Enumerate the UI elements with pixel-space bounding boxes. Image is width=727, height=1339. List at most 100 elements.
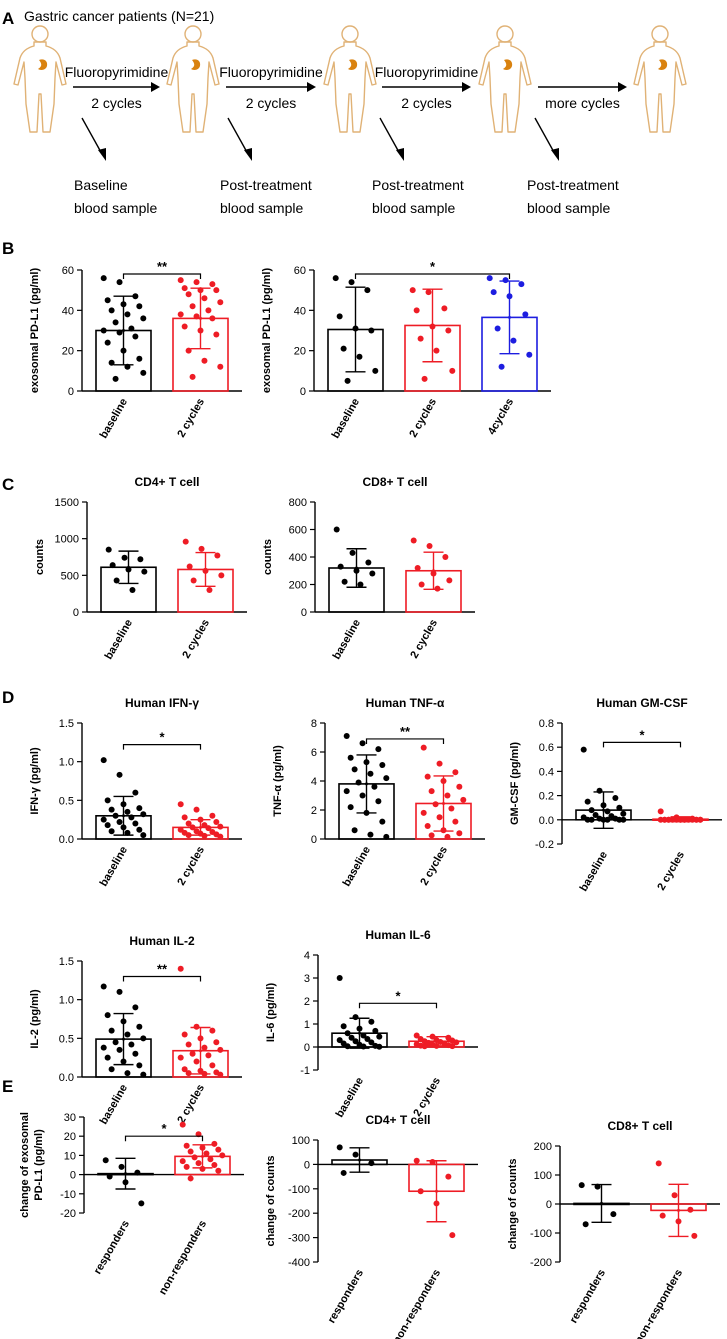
data-point	[129, 587, 136, 593]
panel-letter-b: B	[2, 239, 14, 258]
data-point	[429, 1158, 436, 1165]
human-figure-2	[166, 25, 220, 133]
data-point	[336, 975, 343, 981]
y-tick-label: -200	[530, 1257, 552, 1269]
data-point	[582, 1221, 589, 1228]
data-point	[104, 297, 111, 304]
treatment-arrowhead	[462, 82, 471, 92]
y-axis-label: change of counts	[265, 1155, 277, 1246]
panel-a-schematic: Gastric cancer patients (N=21) Fluoropyr…	[13, 8, 687, 216]
data-point	[421, 1043, 428, 1050]
data-point	[336, 1037, 343, 1044]
data-point	[100, 327, 107, 334]
data-point	[182, 538, 189, 545]
data-point	[445, 327, 452, 334]
data-point	[610, 1211, 617, 1218]
y-tick-label: 10	[64, 1150, 76, 1162]
sample-label-line1: Baseline	[74, 177, 128, 193]
data-point	[189, 1050, 196, 1057]
data-point	[584, 798, 591, 805]
figure-head	[341, 25, 359, 43]
x-tick-label: responders	[92, 1219, 132, 1277]
chart-c1: CD4+ T cell 0 500 1000 1500 counts baseline 2 c…	[34, 475, 247, 662]
data-point	[191, 1154, 198, 1161]
data-point	[201, 832, 208, 839]
data-point	[375, 798, 382, 805]
x-tick-label: 2 cycles	[407, 397, 439, 440]
x-tick-label: non-responders	[391, 1268, 443, 1339]
mean-marker	[358, 1031, 361, 1035]
data-point	[118, 1163, 125, 1170]
data-point	[424, 822, 431, 829]
data-point	[181, 814, 188, 821]
mean-marker	[122, 1037, 125, 1041]
x-tick-label: 2 cycles	[175, 845, 207, 888]
data-point	[367, 831, 374, 838]
y-axis-label: counts	[262, 539, 274, 575]
mean-marker	[199, 316, 202, 320]
data-point	[428, 832, 435, 839]
y-axis-label: IFN-γ (pg/ml)	[29, 747, 41, 815]
mean-marker	[354, 327, 357, 331]
data-point	[108, 828, 115, 835]
x-tick-label: baseline	[98, 1083, 130, 1127]
data-point	[452, 769, 459, 776]
data-point	[116, 818, 123, 825]
significance-label: **	[157, 259, 168, 274]
y-tick-label: 60	[294, 265, 306, 277]
y-tick-label: 40	[294, 305, 306, 317]
data-point	[185, 347, 192, 354]
sample-label-line1: Post-treatment	[372, 177, 464, 193]
y-tick-label: 100	[534, 1170, 552, 1182]
data-point	[201, 357, 208, 364]
data-point	[494, 325, 501, 332]
chart-title: Human IL-2	[129, 934, 195, 948]
y-tick-label: 0.0	[59, 834, 74, 846]
mean-marker	[122, 814, 125, 818]
chart-e1: -20 -10 0 10 20 30 change of exosomal PD-L1 (pg…	[19, 1112, 244, 1297]
data-point	[201, 295, 208, 302]
y-tick-label: 4	[311, 776, 317, 788]
data-point	[104, 339, 111, 346]
y-tick-label: 0	[301, 607, 307, 619]
data-point	[449, 1043, 456, 1050]
data-point	[211, 1162, 218, 1168]
y-tick-label: -400	[288, 1257, 310, 1269]
data-point	[201, 1044, 208, 1051]
data-point	[183, 1163, 190, 1170]
data-point	[691, 1232, 698, 1239]
data-point	[136, 1062, 143, 1069]
data-point	[379, 818, 386, 825]
mean-marker	[435, 1039, 438, 1043]
data-point	[498, 363, 505, 370]
y-tick-label: 1	[304, 1019, 310, 1031]
x-tick-label: 2 cycles	[175, 1083, 207, 1126]
sample-label-line2: blood sample	[220, 200, 303, 216]
data-point	[426, 543, 433, 549]
chart-c2: CD8+ T cell 0 200 400 600 800 counts baseline 2 …	[262, 475, 475, 662]
y-tick-label: 800	[289, 497, 307, 509]
data-point	[140, 369, 147, 376]
data-point	[376, 1043, 383, 1050]
data-point	[332, 275, 339, 282]
sample-arrowhead	[551, 148, 559, 161]
data-point	[177, 1054, 184, 1061]
data-point	[132, 789, 139, 796]
data-point	[655, 1160, 662, 1167]
data-point	[209, 315, 216, 322]
stomach-icon	[38, 59, 48, 70]
panel-letter-c: C	[2, 475, 14, 494]
x-tick-label: 2 cycles	[418, 845, 450, 888]
significance-bracket	[365, 738, 445, 744]
data-point	[580, 746, 587, 753]
data-point	[193, 806, 200, 813]
data-point	[340, 1169, 347, 1176]
data-point	[187, 1175, 194, 1182]
y-tick-label: 0.2	[539, 791, 554, 803]
chart-title: Human TNF-α	[366, 696, 445, 710]
y-tick-label: 2	[304, 996, 310, 1008]
data-point	[104, 1054, 111, 1061]
data-point	[657, 808, 664, 815]
data-point	[383, 833, 390, 840]
